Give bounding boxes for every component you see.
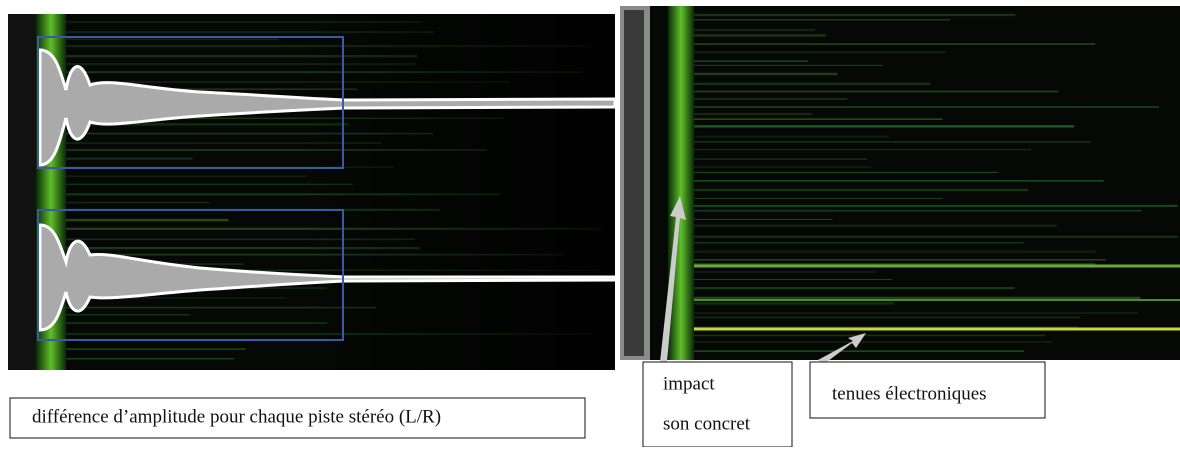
left-spectrogram [8,14,617,370]
caption: différence d’amplitude pour chaque piste… [32,406,441,427]
highlight-box [37,209,344,341]
caption-box [642,361,793,448]
right-spectrogram [620,6,1180,364]
waveform-right [38,223,617,332]
highlight-box [37,36,344,169]
dark-strip [8,14,36,370]
caption-box [809,361,1046,419]
caption: son concret [663,413,751,434]
ruler-inner [624,10,644,356]
caption: tenues électroniques [832,383,987,404]
arrow [818,333,866,364]
arrow [660,196,686,362]
fade [300,14,615,370]
caption-box [9,397,586,439]
caption: impact [663,373,715,394]
spectrogram-bg [620,6,1180,360]
streaks [694,13,1179,352]
waveform-left [38,48,617,167]
